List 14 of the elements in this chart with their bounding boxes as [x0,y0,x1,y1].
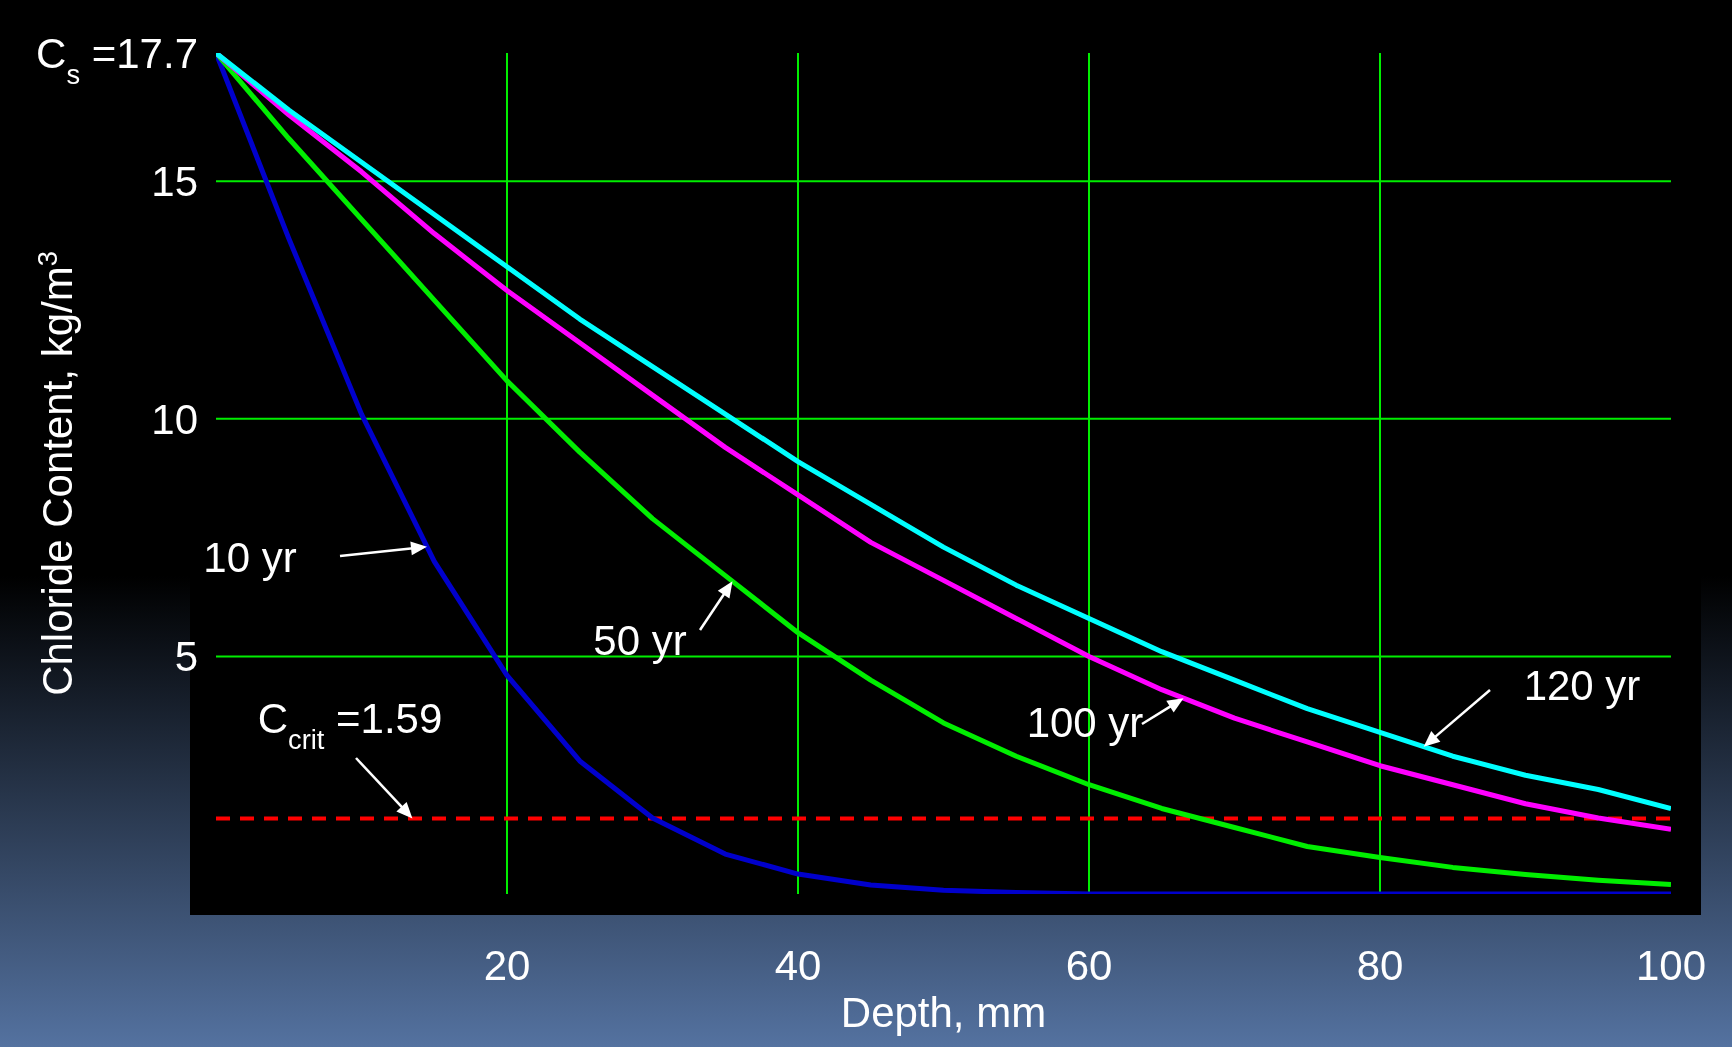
y-tick-label: 15 [151,157,198,205]
y-tick-label: 10 [151,395,198,443]
series-label: 120 yr [1523,661,1641,709]
y-tick-label: C$_{s}$ =17.7 [36,29,198,90]
series-label: 50 yr [593,616,687,664]
text: 10 yr [203,533,297,581]
x-axis-title: Depth, mm [840,989,1047,1036]
x-tick-label: 20 [483,941,531,989]
x-tick-label: 100 [1635,941,1707,989]
x-tick-label: 60 [1065,941,1113,989]
x-tick-label: 40 [774,941,822,989]
ref-line-label: C$_{crit}$ =1.59 [257,694,443,755]
x-tick-label: 80 [1356,941,1404,989]
y-tick-label: 5 [174,633,198,681]
